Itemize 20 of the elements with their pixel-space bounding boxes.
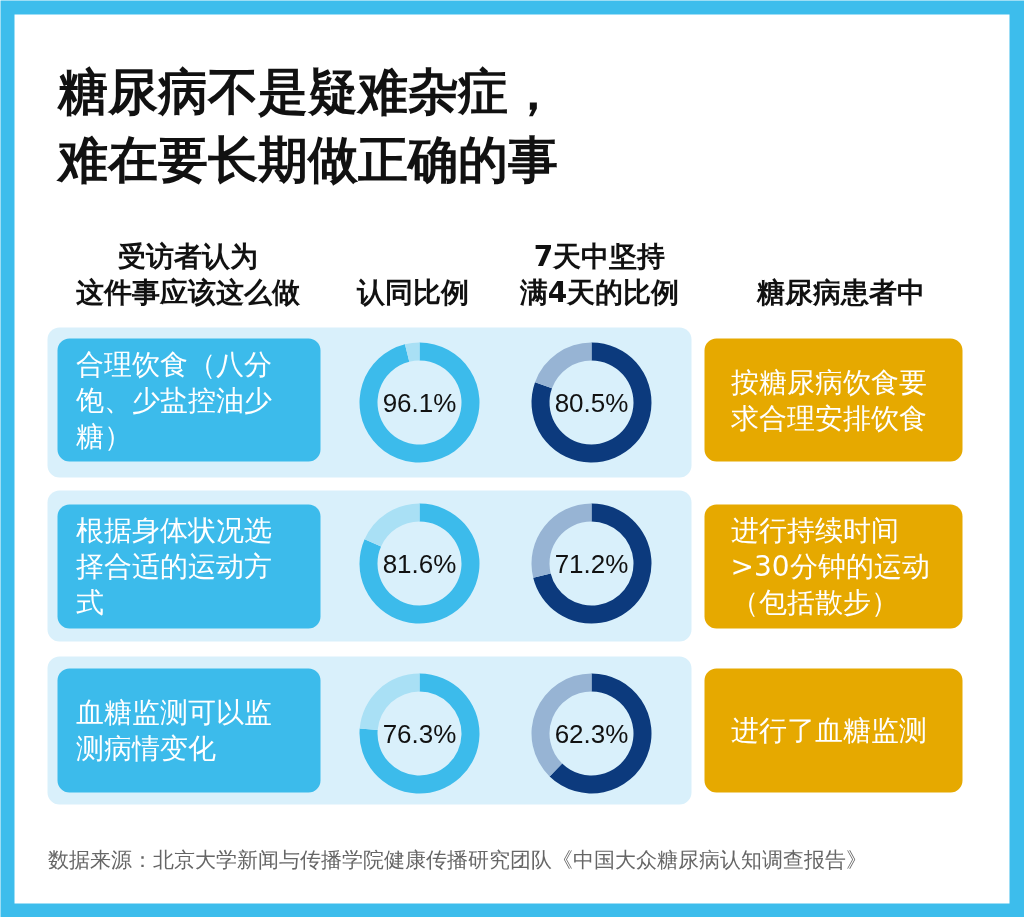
data-label: 71.2% bbox=[554, 548, 629, 579]
source-note: 数据来源：北京大学新闻与传播学院健康传播研究团队《中国大众糖尿病认知调查报告》 bbox=[47, 847, 867, 872]
text: 按糖尿病饮食要求合理安排饮食 bbox=[730, 365, 927, 435]
data-label: 76.3% bbox=[382, 718, 457, 749]
text: 糖尿病不是疑难杂症，难在要长期做正确的事 bbox=[55, 62, 558, 189]
text: 这件事应该这么做 bbox=[75, 276, 301, 309]
text: 糖尿病患者中 bbox=[755, 276, 925, 309]
text: 满4天的比例 bbox=[518, 276, 680, 309]
data-label: 96.1% bbox=[382, 387, 457, 418]
text: 血糖监测可以监测病情变化 bbox=[75, 696, 272, 765]
text: 7天中坚持 bbox=[533, 240, 666, 273]
text: 根据身体状况选择合适的运动方式 bbox=[75, 514, 272, 619]
text: 合理饮食（八分饱、少盐控油少糖） bbox=[74, 347, 272, 453]
text: 受访者认为 bbox=[117, 240, 258, 273]
text: 进行持续时间>30分钟的运动（包括散步） bbox=[730, 514, 930, 619]
text: 认同比例 bbox=[355, 276, 469, 309]
data-label: 62.3% bbox=[554, 718, 629, 749]
data-label: 80.5% bbox=[554, 387, 629, 418]
data-label: 81.6% bbox=[382, 548, 457, 579]
text: 进行了血糖监测 bbox=[730, 714, 927, 747]
